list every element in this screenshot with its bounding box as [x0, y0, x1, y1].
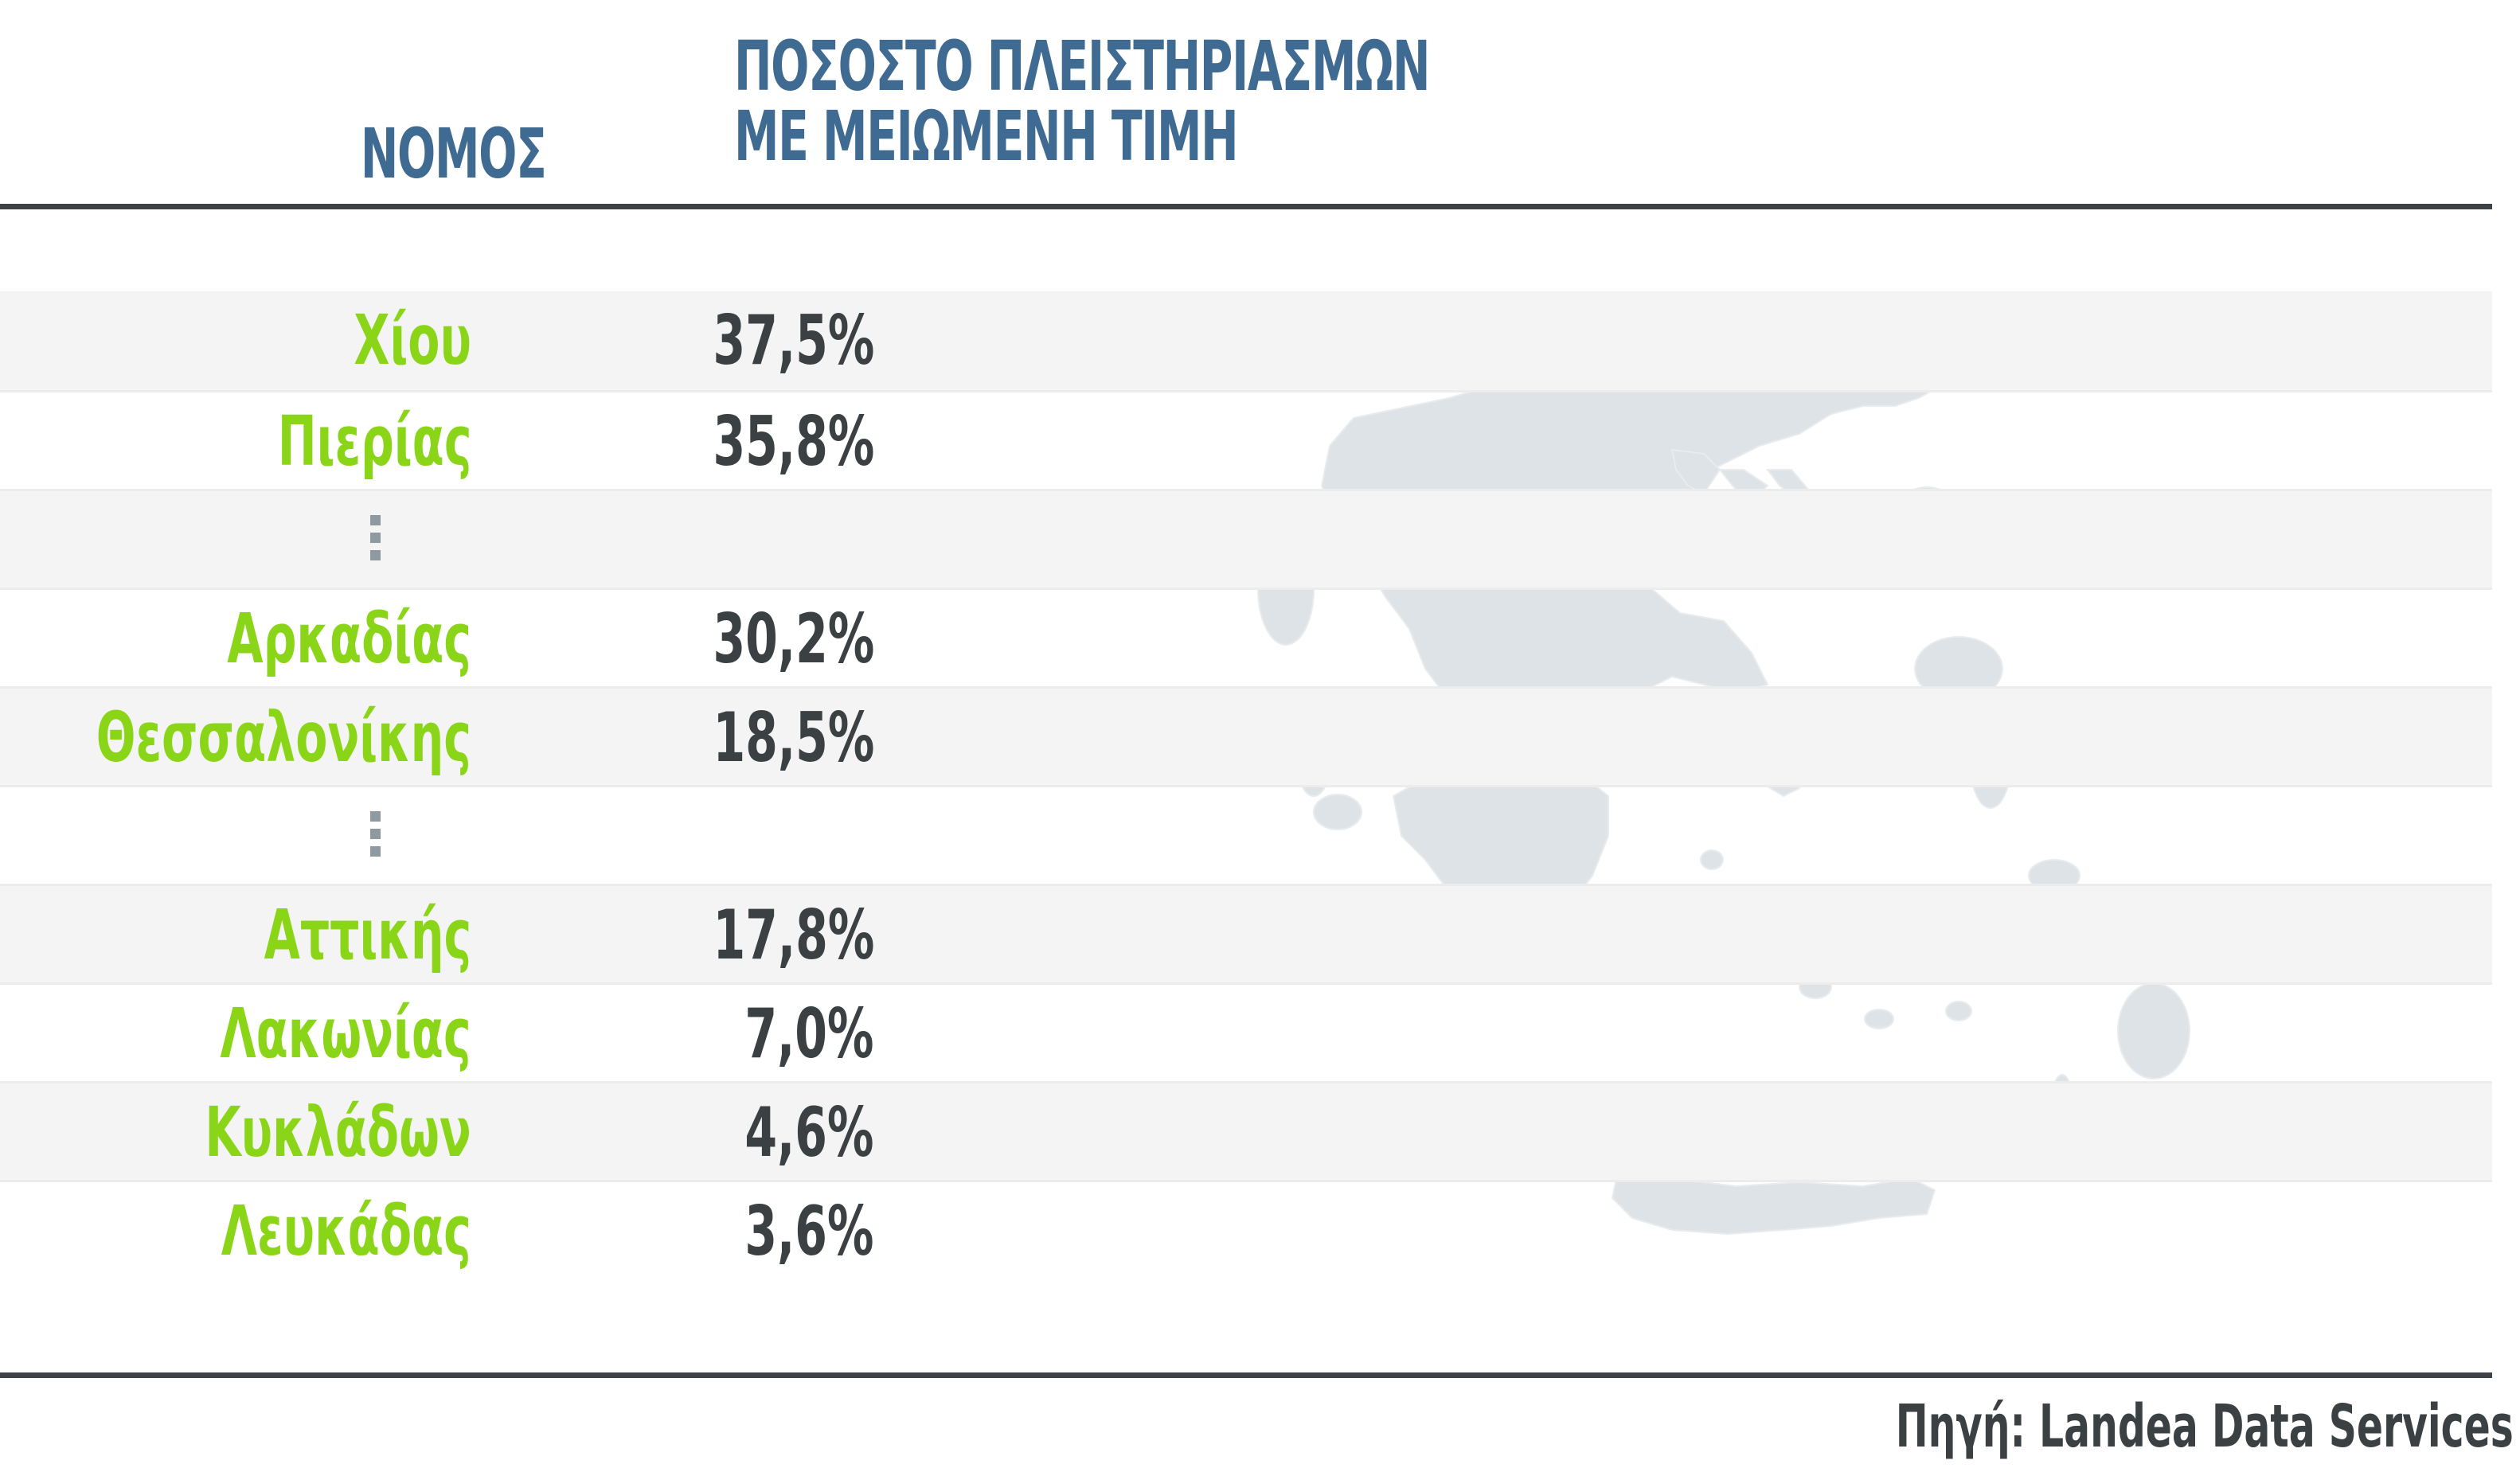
percentage-value: 3,6% [744, 1192, 874, 1271]
percentage-value: 37,5% [713, 301, 874, 381]
percentage-value: 18,5% [713, 698, 874, 778]
table-row: Θεσσαλονίκης 18,5% [0, 686, 2492, 785]
county-name: Κυκλάδων [205, 1093, 471, 1173]
county-name: Χίου [354, 301, 471, 381]
percentage-value: 7,0% [744, 994, 874, 1074]
county-name: Πιερίας [277, 402, 471, 482]
header-rule [0, 204, 2492, 209]
source-credit: Πηγή: Landea Data Services [1895, 1392, 2514, 1461]
vertical-ellipsis-icon [370, 811, 381, 862]
table-row: Αρκαδίας 30,2% [0, 588, 2492, 686]
county-name: Αρκαδίας [227, 599, 471, 679]
ellipsis-row [0, 489, 2492, 588]
ellipsis-row [0, 785, 2492, 884]
column-header-county: ΝΟΜΟΣ [360, 115, 547, 194]
column-header-percentage-line1: ΠΟΣΟΣΤΟ ΠΛΕΙΣΤΗΡΙΑΣΜΩΝ [734, 27, 1431, 107]
percentage-value: 17,8% [713, 896, 874, 975]
vertical-ellipsis-icon [370, 515, 381, 566]
table-row: Αττικής 17,8% [0, 884, 2492, 982]
table-row: Χίου 37,5% [0, 291, 2492, 390]
percentage-value: 4,6% [744, 1093, 874, 1173]
footer-rule [0, 1372, 2492, 1378]
table-row: Κυκλάδων 4,6% [0, 1081, 2492, 1180]
county-name: Λακωνίας [220, 994, 471, 1074]
table-row: Λακωνίας 7,0% [0, 982, 2492, 1081]
percentage-value: 30,2% [713, 599, 874, 679]
table-row: Λευκάδας 3,6% [0, 1180, 2492, 1279]
county-name: Αττικής [264, 896, 471, 975]
percentage-value: 35,8% [713, 402, 874, 482]
column-header-percentage: ΠΟΣΟΣΤΟ ΠΛΕΙΣΤΗΡΙΑΣΜΩΝ ΜΕ ΜΕΙΩΜΕΝΗ ΤΙΜΗ [734, 27, 1431, 177]
column-header-percentage-line2: ΜΕ ΜΕΙΩΜΕΝΗ ΤΙΜΗ [734, 97, 1239, 177]
county-name: Λευκάδας [221, 1192, 471, 1271]
table-row: Πιερίας 35,8% [0, 390, 2492, 489]
county-name: Θεσσαλονίκης [96, 698, 471, 778]
